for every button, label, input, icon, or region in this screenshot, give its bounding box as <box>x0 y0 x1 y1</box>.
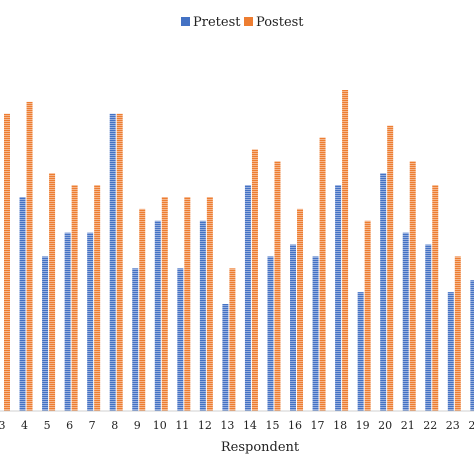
x-tick-label: 5 <box>44 419 51 432</box>
bar-postest-23 <box>454 256 461 411</box>
x-tick-label: 8 <box>111 419 118 432</box>
bar-postest-21 <box>409 161 416 411</box>
x-axis-title: Respondent <box>221 440 300 455</box>
bar-postest-9 <box>139 208 146 411</box>
x-tick-label: 4 <box>21 419 28 432</box>
bar-postest-6 <box>71 185 78 411</box>
bar-postest-12 <box>206 197 213 411</box>
bar-pretest-23 <box>447 292 454 411</box>
bar-pretest-5 <box>42 256 49 411</box>
x-tick-label: 13 <box>220 419 234 432</box>
x-tick-label: 19 <box>356 419 370 432</box>
bar-pretest-8 <box>109 113 116 411</box>
x-tick-label: 10 <box>153 419 167 432</box>
bar-postest-3 <box>4 113 10 411</box>
bar-pretest-20 <box>380 173 387 411</box>
bar-postest-17 <box>319 137 326 411</box>
x-tick-label: 7 <box>89 419 96 432</box>
x-tick-label: 9 <box>134 419 141 432</box>
x-tick-label: 20 <box>378 419 392 432</box>
bar-pretest-16 <box>290 244 297 411</box>
legend-label-pretest: Pretest <box>193 15 241 30</box>
legend-label-postest: Postest <box>256 15 304 30</box>
x-tick-label: 22 <box>423 419 437 432</box>
x-tick-label: 6 <box>66 419 73 432</box>
legend: Pretest Postest <box>181 15 304 30</box>
bar-postest-5 <box>49 173 56 411</box>
bar-postest-11 <box>184 197 191 411</box>
x-tick-label: 16 <box>288 419 302 432</box>
x-tick-label: 11 <box>175 419 189 432</box>
bar-postest-7 <box>94 185 101 411</box>
bar-pretest-12 <box>199 220 206 411</box>
bar-postest-18 <box>342 90 349 411</box>
bar-postest-15 <box>274 161 281 411</box>
bar-pretest-21 <box>402 232 409 411</box>
bar-pretest-13 <box>222 304 229 411</box>
bar-pretest-10 <box>154 220 161 411</box>
bar-pretest-4 <box>19 197 26 411</box>
bar-pretest-14 <box>244 185 251 411</box>
legend-swatch-pretest <box>181 17 190 26</box>
bar-pretest-7 <box>87 232 94 411</box>
bar-pretest-18 <box>335 185 342 411</box>
bars-group <box>4 90 474 412</box>
x-tick-label: 17 <box>311 419 325 432</box>
bar-pretest-19 <box>357 292 364 411</box>
bar-postest-22 <box>432 185 439 411</box>
bar-pretest-22 <box>425 244 432 411</box>
x-tick-label: 14 <box>243 419 257 432</box>
bar-postest-8 <box>116 113 123 411</box>
bar-pretest-17 <box>312 256 319 411</box>
bar-pretest-15 <box>267 256 274 411</box>
bar-postest-14 <box>251 149 258 411</box>
legend-swatch-postest <box>244 17 253 26</box>
x-tick-label: 21 <box>401 419 415 432</box>
bar-postest-20 <box>387 125 394 412</box>
bar-postest-19 <box>364 220 371 411</box>
bar-pretest-11 <box>177 268 184 411</box>
x-tick-label: 18 <box>333 419 347 432</box>
x-tick-label: 15 <box>265 419 279 432</box>
bar-postest-4 <box>26 101 33 411</box>
bar-postest-13 <box>229 268 236 411</box>
bar-postest-10 <box>161 197 168 411</box>
x-tick-label: 3 <box>0 419 6 432</box>
x-tick-label: 24 <box>468 419 474 432</box>
bar-postest-16 <box>297 208 304 411</box>
x-tick-label: 12 <box>198 419 212 432</box>
bar-pretest-6 <box>64 232 71 411</box>
x-tick-label: 23 <box>446 419 460 432</box>
x-tick-labels: 3 4 5 6 7 8 9 10 11 12 13 14 15 16 17 18 19 20 21 22 23 24 <box>0 419 474 432</box>
bar-pretest-9 <box>132 268 139 411</box>
bar-pretest-24 <box>470 280 474 411</box>
